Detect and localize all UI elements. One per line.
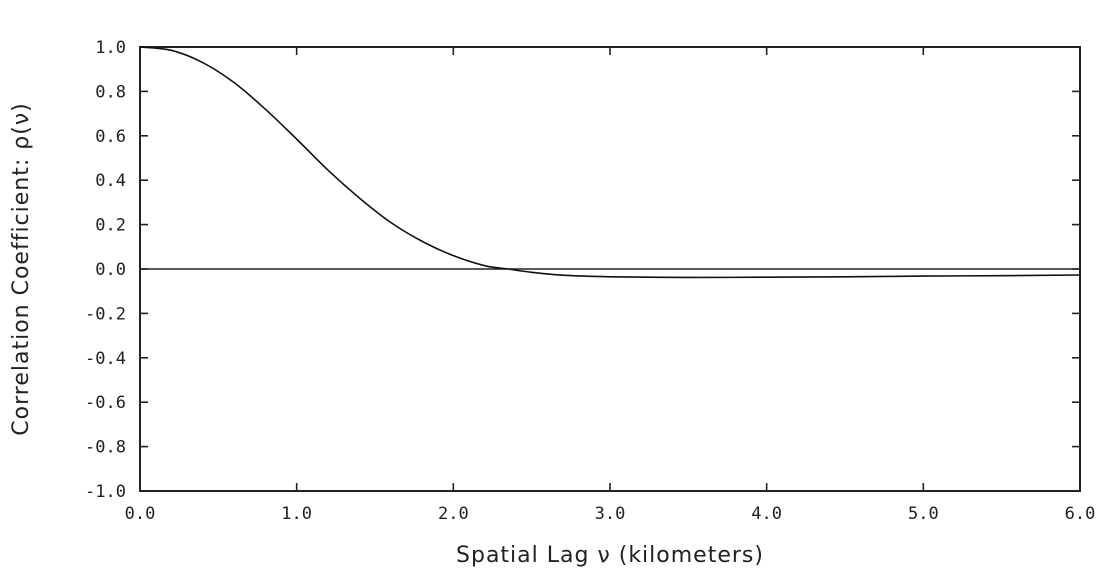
x-axis-title: Spatial Lag ν (kilometers) (456, 543, 764, 568)
y-tick-label: -0.2 (85, 304, 126, 324)
x-tick-label: 4.0 (751, 504, 782, 524)
x-tick-label: 0.0 (125, 504, 156, 524)
y-tick-label: 0.2 (95, 216, 126, 236)
x-tick-label: 3.0 (595, 504, 626, 524)
x-tick-label: 1.0 (281, 504, 312, 524)
y-tick-label: 1.0 (95, 38, 126, 58)
y-tick-label: 0.0 (95, 260, 126, 280)
series-line-correlation (139, 46, 1081, 279)
y-tick-label: -0.4 (85, 349, 126, 369)
x-tick-label: 6.0 (1065, 504, 1096, 524)
y-tick-label: 0.4 (95, 171, 126, 191)
x-axis-ticks: 0.0 1.0 2.0 3.0 4.0 5.0 6.0 (125, 47, 1096, 524)
y-tick-label: -1.0 (85, 482, 126, 502)
y-tick-label: 0.8 (95, 82, 126, 102)
y-tick-label: -0.8 (85, 438, 126, 458)
y-tick-label: -0.6 (85, 393, 126, 413)
y-axis-title: Correlation Coefficient: ρ(ν) (9, 102, 34, 435)
y-axis-ticks: 1.0 0.8 0.6 0.4 0.2 0.0 -0.2 -0.4 -0.6 -0.8 -1.0 (85, 38, 1080, 502)
x-tick-label: 5.0 (908, 504, 939, 524)
y-tick-label: 0.6 (95, 127, 126, 147)
x-tick-label: 2.0 (438, 504, 469, 524)
